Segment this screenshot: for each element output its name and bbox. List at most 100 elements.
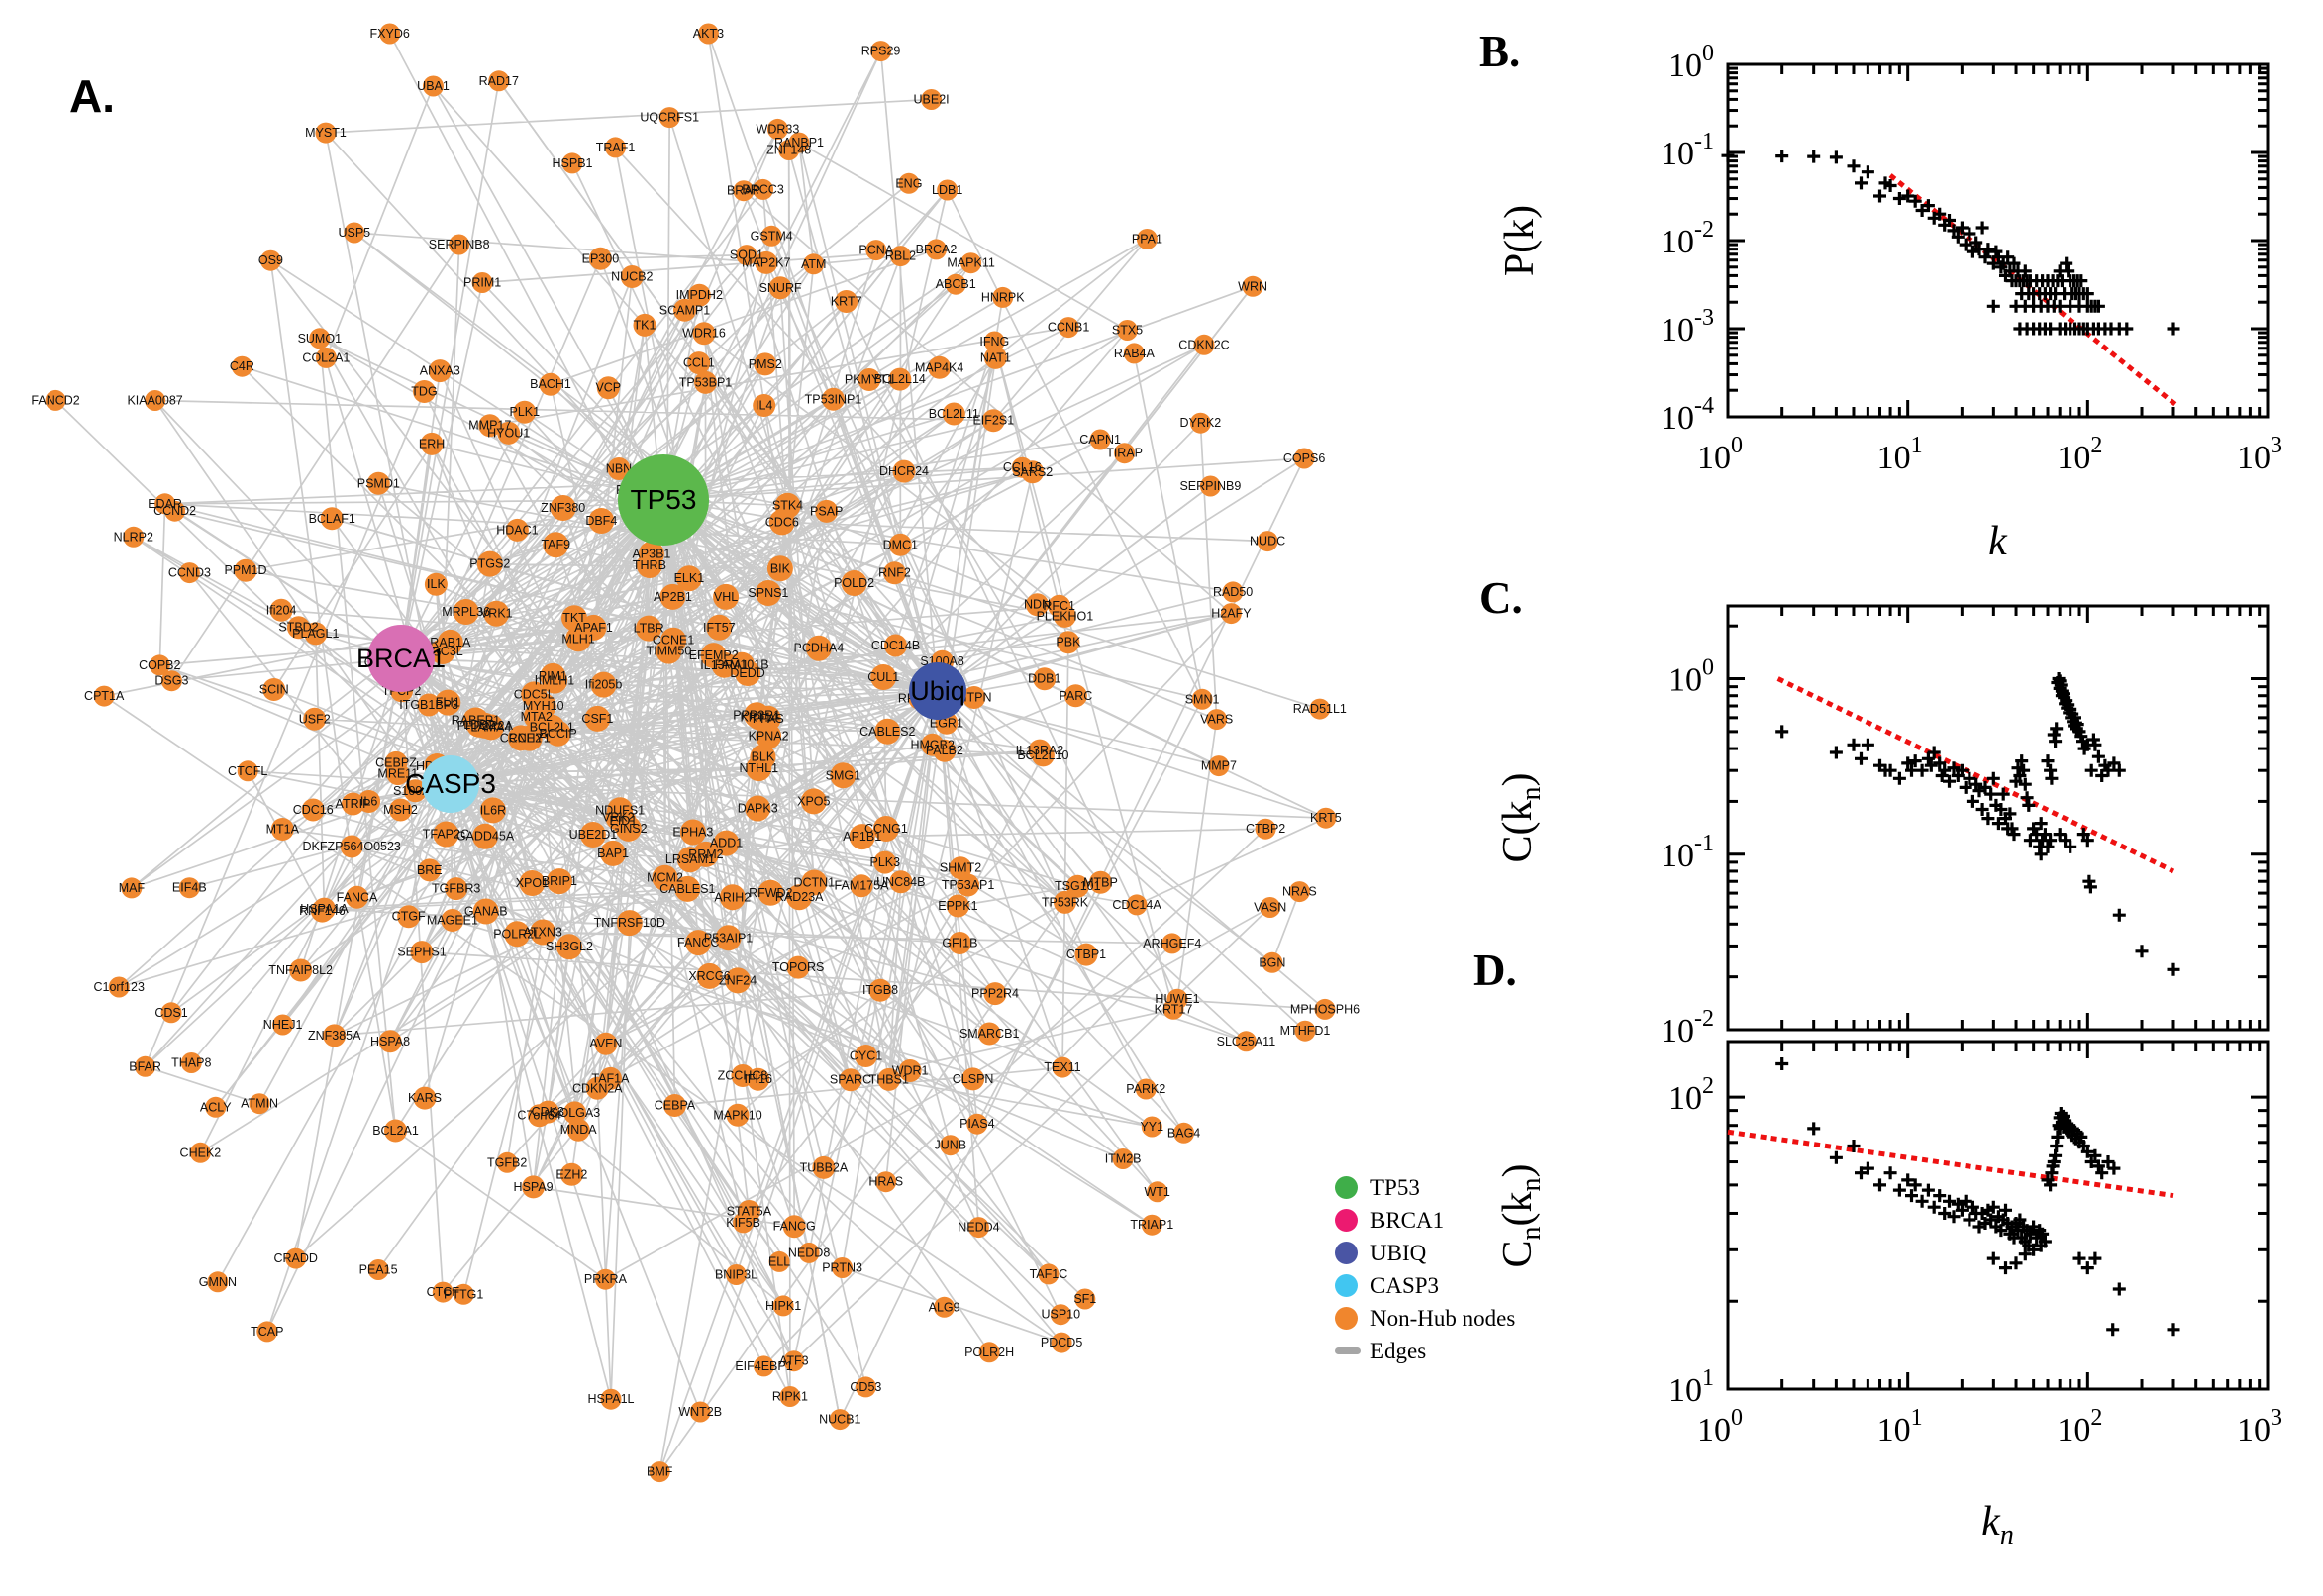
non-hub-node[interactable] xyxy=(945,273,966,295)
non-hub-node[interactable] xyxy=(713,583,740,610)
non-hub-node[interactable] xyxy=(189,1142,211,1163)
non-hub-node[interactable] xyxy=(160,670,182,692)
non-hub-node[interactable] xyxy=(237,760,258,782)
non-hub-node[interactable] xyxy=(590,671,617,698)
non-hub-node[interactable] xyxy=(875,1171,897,1193)
non-hub-node[interactable] xyxy=(262,678,286,701)
non-hub-node[interactable] xyxy=(967,1217,989,1239)
non-hub-node[interactable] xyxy=(121,877,143,899)
non-hub-node[interactable] xyxy=(367,1259,389,1280)
non-hub-node[interactable] xyxy=(888,533,912,556)
non-hub-node[interactable] xyxy=(561,605,587,632)
non-hub-node[interactable] xyxy=(584,705,611,732)
non-hub-node[interactable] xyxy=(566,1118,590,1142)
non-hub-node[interactable] xyxy=(877,1067,901,1091)
non-hub-node[interactable] xyxy=(1021,460,1045,484)
non-hub-node[interactable] xyxy=(753,178,774,200)
non-hub-node[interactable] xyxy=(530,919,556,946)
non-hub-node[interactable] xyxy=(441,909,464,932)
non-hub-node[interactable] xyxy=(689,1401,711,1423)
non-hub-node[interactable] xyxy=(418,858,442,882)
non-hub-node[interactable] xyxy=(768,276,792,300)
non-hub-node[interactable] xyxy=(1147,1181,1168,1203)
non-hub-node[interactable] xyxy=(476,550,503,577)
non-hub-node[interactable] xyxy=(788,132,810,153)
non-hub-node[interactable] xyxy=(1293,448,1315,469)
non-hub-node[interactable] xyxy=(898,1059,922,1082)
non-hub-node[interactable] xyxy=(638,541,664,567)
non-hub-node[interactable] xyxy=(437,629,463,655)
non-hub-node[interactable] xyxy=(344,222,365,244)
non-hub-node[interactable] xyxy=(937,179,959,201)
non-hub-node[interactable] xyxy=(1262,951,1283,973)
non-hub-node[interactable] xyxy=(726,1264,747,1285)
non-hub-node[interactable] xyxy=(983,982,1007,1006)
non-hub-node[interactable] xyxy=(874,718,901,745)
non-hub-node[interactable] xyxy=(870,664,897,690)
non-hub-node[interactable] xyxy=(519,870,546,896)
non-hub-node[interactable] xyxy=(992,286,1014,308)
non-hub-node[interactable] xyxy=(178,877,200,899)
non-hub-node[interactable] xyxy=(616,910,643,937)
non-hub-node[interactable] xyxy=(1089,870,1112,894)
non-hub-node[interactable] xyxy=(462,707,489,734)
non-hub-node[interactable] xyxy=(865,240,887,261)
non-hub-node[interactable] xyxy=(839,1068,862,1092)
non-hub-node[interactable] xyxy=(471,272,493,293)
non-hub-node[interactable] xyxy=(949,856,972,880)
non-hub-node[interactable] xyxy=(180,1052,202,1073)
non-hub-node[interactable] xyxy=(858,368,881,391)
non-hub-node[interactable] xyxy=(1255,818,1276,840)
non-hub-node[interactable] xyxy=(898,172,920,194)
non-hub-node[interactable] xyxy=(301,798,325,822)
non-hub-node[interactable] xyxy=(1193,334,1215,355)
non-hub-node[interactable] xyxy=(855,1376,876,1398)
non-hub-node[interactable] xyxy=(753,394,776,417)
non-hub-node[interactable] xyxy=(472,898,499,925)
non-hub-node[interactable] xyxy=(559,1162,583,1186)
non-hub-node[interactable] xyxy=(966,1113,988,1135)
non-hub-node[interactable] xyxy=(711,651,738,678)
non-hub-node[interactable] xyxy=(706,614,733,641)
non-hub-node[interactable] xyxy=(933,739,957,762)
non-hub-node[interactable] xyxy=(774,492,801,519)
non-hub-node[interactable] xyxy=(536,1100,559,1124)
non-hub-node[interactable] xyxy=(1173,1122,1195,1144)
non-hub-node[interactable] xyxy=(675,565,702,592)
non-hub-node[interactable] xyxy=(1208,755,1230,777)
non-hub-node[interactable] xyxy=(1089,429,1111,450)
non-hub-node[interactable] xyxy=(803,253,825,275)
non-hub-node[interactable] xyxy=(696,962,723,989)
non-hub-node[interactable] xyxy=(948,932,971,954)
non-hub-node[interactable] xyxy=(543,532,569,558)
non-hub-node[interactable] xyxy=(1033,667,1057,691)
non-hub-node[interactable] xyxy=(1058,317,1079,339)
non-hub-node[interactable] xyxy=(1026,593,1049,617)
non-hub-node[interactable] xyxy=(1063,684,1087,708)
non-hub-node[interactable] xyxy=(249,1093,270,1115)
non-hub-node[interactable] xyxy=(849,824,875,850)
non-hub-node[interactable] xyxy=(413,1086,437,1110)
non-hub-node[interactable] xyxy=(687,351,711,375)
non-hub-node[interactable] xyxy=(522,1175,546,1199)
non-hub-node[interactable] xyxy=(594,1268,616,1290)
non-hub-node[interactable] xyxy=(652,864,678,891)
non-hub-node[interactable] xyxy=(1288,881,1310,903)
non-hub-node[interactable] xyxy=(961,1067,985,1091)
non-hub-node[interactable] xyxy=(615,815,642,842)
non-hub-node[interactable] xyxy=(801,869,828,896)
non-hub-node[interactable] xyxy=(719,884,746,911)
non-hub-node[interactable] xyxy=(633,313,656,337)
non-hub-node[interactable] xyxy=(259,249,281,271)
non-hub-node[interactable] xyxy=(410,941,434,964)
non-hub-node[interactable] xyxy=(435,689,461,716)
non-hub-node[interactable] xyxy=(149,654,170,676)
non-hub-node[interactable] xyxy=(962,686,986,709)
non-hub-node[interactable] xyxy=(1314,998,1336,1020)
non-hub-node[interactable] xyxy=(45,389,66,411)
non-hub-node[interactable] xyxy=(697,23,719,45)
non-hub-node[interactable] xyxy=(884,634,907,657)
non-hub-node[interactable] xyxy=(160,1002,182,1024)
non-hub-node[interactable] xyxy=(483,600,510,627)
non-hub-node[interactable] xyxy=(453,1283,474,1305)
